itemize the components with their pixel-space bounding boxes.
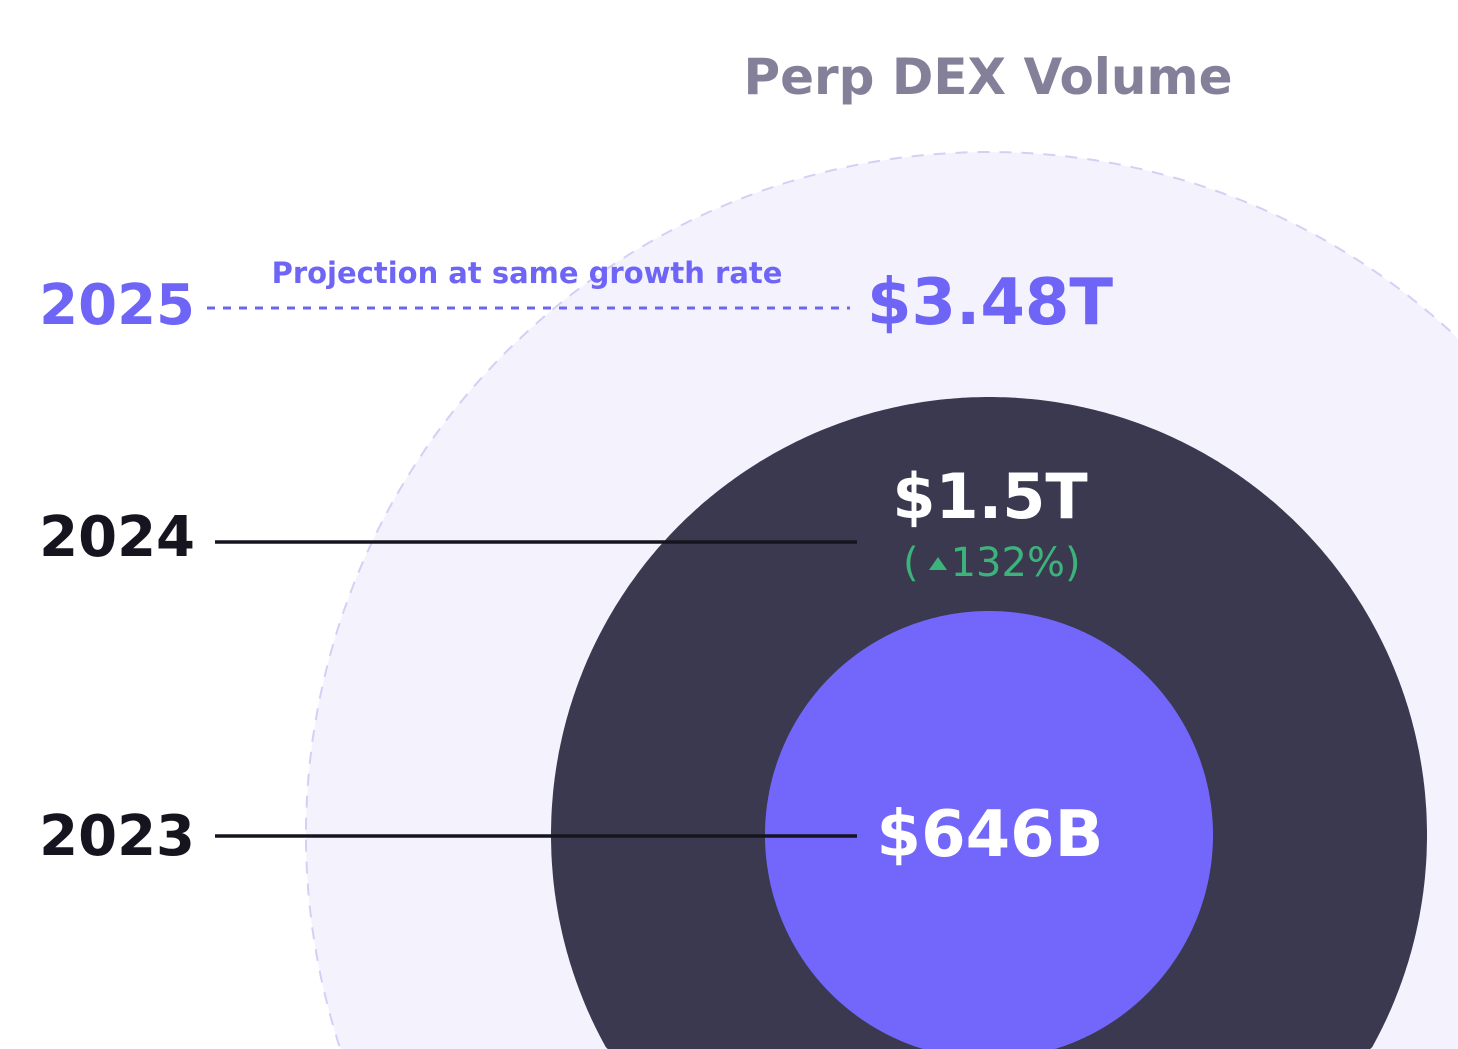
value-label-2023: $646B — [877, 798, 1104, 872]
value-label-2025: $3.48T — [867, 266, 1113, 340]
bubble-2023 — [765, 611, 1213, 1049]
up-triangle-icon — [929, 557, 947, 570]
year-label-2023: 2023 — [39, 804, 195, 869]
value-label-2024: $1.5T — [892, 460, 1087, 533]
change-label-2024: 132% — [951, 540, 1065, 586]
chart-title: Perp DEX Volume — [743, 48, 1232, 106]
change-line-2024: (132%) — [903, 540, 1081, 586]
projection-note: Projection at same growth rate — [272, 256, 783, 290]
change-open-paren: ( — [903, 540, 919, 586]
year-label-2025: 2025 — [39, 273, 195, 338]
bubble-2025-border — [305, 151, 1456, 1047]
year-label-2024: 2024 — [39, 505, 195, 570]
change-close-paren: ) — [1065, 540, 1081, 586]
